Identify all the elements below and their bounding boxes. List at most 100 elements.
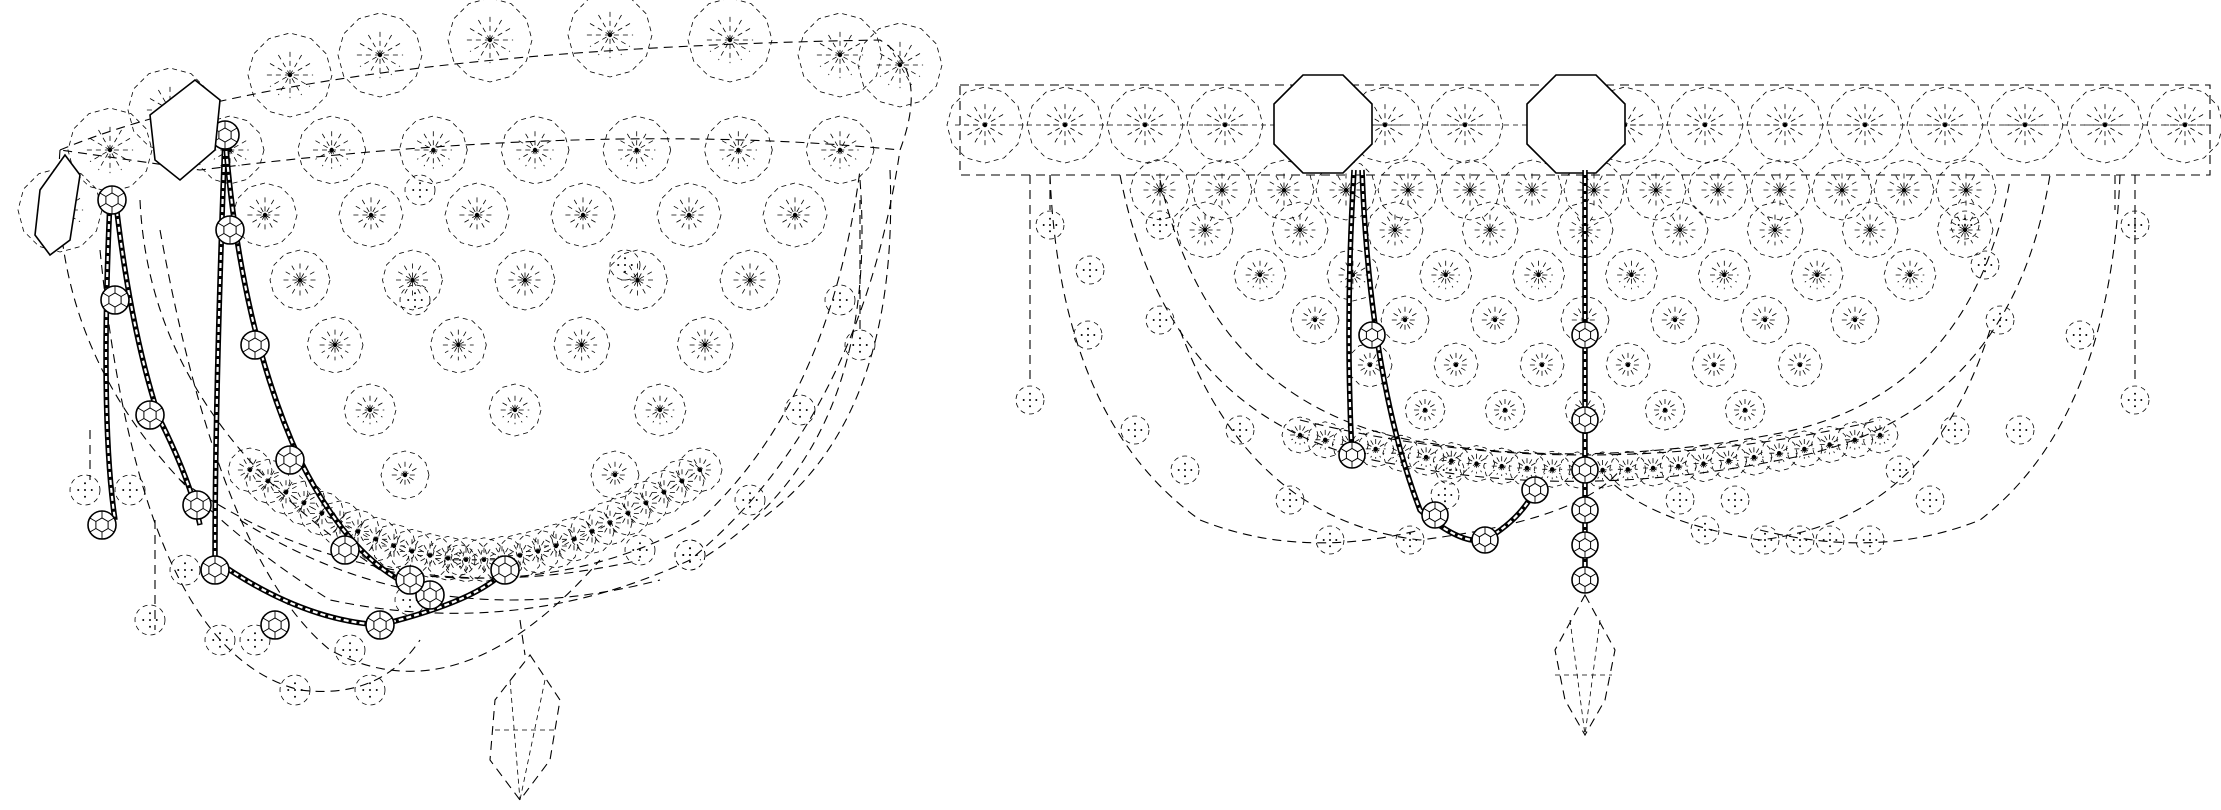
bowl-lower-band	[180, 480, 640, 578]
crystal-rosette	[1177, 202, 1233, 258]
rosette-center	[1712, 363, 1716, 367]
hidden-ball-bead	[1076, 256, 1104, 284]
crystal-rosette	[1192, 160, 1252, 220]
bowl-inner-outline	[140, 170, 860, 578]
rosette-center	[1500, 464, 1504, 468]
rosette-center	[1626, 363, 1630, 367]
rosette-center	[1773, 228, 1777, 232]
crystal-rosette	[798, 13, 882, 97]
crystal-rosette	[1688, 160, 1748, 220]
hidden-ball-bead	[2121, 386, 2149, 414]
rosette-center	[1629, 273, 1633, 277]
rosette-center	[1673, 318, 1677, 322]
rosette-center	[1368, 363, 1372, 367]
rosette-center	[1282, 188, 1286, 192]
rosette-center	[1943, 123, 1947, 127]
chain-swag	[225, 135, 440, 595]
crystal-rosette	[763, 183, 827, 247]
crystal-rosette	[381, 451, 429, 499]
crystal-rosette	[704, 116, 772, 184]
visible-ball-bead	[201, 556, 229, 584]
crystal-rosette	[248, 33, 332, 117]
rosette-center	[536, 549, 540, 553]
visible-ball-bead	[1572, 497, 1598, 523]
crystal-rosette	[677, 317, 733, 373]
crystal-rosette	[1485, 390, 1525, 430]
hidden-ball-bead	[2066, 321, 2094, 349]
rosette-center	[475, 213, 479, 217]
swag-string	[1760, 175, 2120, 543]
rosette-center	[333, 343, 337, 347]
crystal-rosette	[1791, 249, 1843, 301]
visible-ball-bead	[366, 611, 394, 639]
crystal-rosette	[608, 250, 668, 310]
rosette-center	[1802, 447, 1806, 451]
hidden-ball-bead	[1146, 306, 1174, 334]
crystal-rosette	[1837, 422, 1873, 458]
rosette-center	[838, 148, 842, 152]
crystal-rosette	[1651, 296, 1699, 344]
hidden-ball-bead	[1316, 526, 1344, 554]
rosette-center	[410, 549, 414, 553]
crystal-rosette	[858, 23, 942, 107]
rosette-center	[1063, 123, 1067, 127]
crystal-rosette	[1725, 390, 1765, 430]
rosette-center	[1592, 188, 1596, 192]
rosette-center	[1752, 455, 1756, 459]
hidden-ball-bead	[1691, 516, 1719, 544]
rosette-center	[581, 213, 585, 217]
rosette-center	[1220, 188, 1224, 192]
crystal-rosette	[1652, 202, 1708, 258]
crystal-rosette	[354, 517, 398, 561]
crystal-rosette	[1778, 343, 1822, 387]
rosette-center	[298, 278, 302, 282]
octagon-plate	[1527, 75, 1625, 173]
rosette-center	[446, 556, 450, 560]
crystal-rosette	[430, 317, 486, 373]
rosette-center	[1203, 228, 1207, 232]
rosette-center	[1654, 188, 1658, 192]
rosette-center	[1716, 188, 1720, 192]
visible-ball-bead	[1422, 502, 1448, 528]
hidden-ball-bead	[1916, 486, 1944, 514]
rosette-center	[488, 38, 492, 42]
rosette-center	[698, 468, 702, 472]
rosette-center	[838, 53, 842, 57]
rosette-center	[1423, 408, 1427, 412]
rosette-center	[1503, 408, 1507, 412]
rosette-center	[687, 213, 691, 217]
rosette-center	[1868, 228, 1872, 232]
crystal-rosette	[603, 116, 671, 184]
crystal-rosette	[339, 183, 403, 247]
rosette-center	[1393, 228, 1397, 232]
rosette-center	[356, 529, 360, 533]
rosette-center	[1722, 273, 1726, 277]
rosette-center	[369, 213, 373, 217]
crystal-rosette	[1786, 431, 1822, 467]
rosette-center	[1840, 188, 1844, 192]
rosette-center	[533, 148, 537, 152]
crystal-rosette	[270, 250, 330, 310]
bowl-bead-field	[70, 116, 875, 705]
hidden-ball-bead	[1751, 526, 1779, 554]
crystal-rosette	[1987, 87, 2063, 163]
rosette-center	[523, 278, 527, 282]
rosette-center	[329, 148, 333, 152]
rosette-center	[403, 473, 407, 477]
crystal-rosette	[534, 524, 578, 568]
crystal-rosette	[1884, 249, 1936, 301]
rosette-center	[1258, 273, 1262, 277]
hidden-ball-bead	[2006, 416, 2034, 444]
hidden-ball-bead	[1171, 456, 1199, 484]
rosette-center	[1540, 363, 1544, 367]
crystal-rosette	[806, 116, 874, 184]
crystal-rosette	[591, 451, 639, 499]
crystal-rosette	[448, 0, 532, 82]
rosette-center	[1600, 468, 1604, 472]
rosette-center	[658, 408, 662, 412]
swag-string	[760, 170, 891, 520]
rosette-center	[1474, 461, 1478, 465]
rosette-center	[2023, 123, 2027, 127]
rosette-center	[1701, 461, 1705, 465]
